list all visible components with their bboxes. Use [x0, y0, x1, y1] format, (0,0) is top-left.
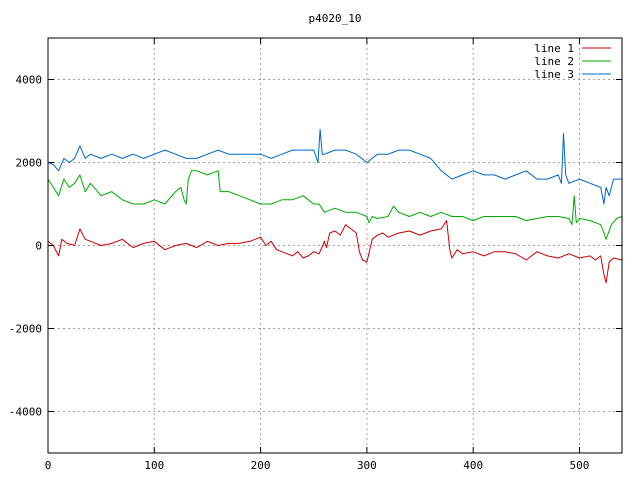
x-tick-label: 200	[251, 459, 271, 472]
y-tick-label: -2000	[9, 323, 42, 336]
series-line-1	[47, 220, 623, 284]
axis-ticks: 0 100 200 300 400 500 -4000 -2000 0 2000 4000	[9, 38, 622, 472]
y-tick-label: 2000	[16, 157, 43, 170]
grid	[48, 38, 622, 453]
x-tick-label: 100	[144, 459, 164, 472]
series-line-3	[47, 128, 622, 205]
series-line-2	[47, 170, 623, 240]
x-tick-label: 300	[357, 459, 377, 472]
legend-label-2: line 2	[534, 55, 574, 68]
chart-title: p4020_10	[309, 12, 362, 25]
legend-label-1: line 1	[534, 42, 574, 55]
x-tick-label: 400	[463, 459, 483, 472]
x-tick-label: 0	[45, 459, 52, 472]
plot-frame	[47, 37, 623, 454]
legend-label-3: line 3	[534, 68, 574, 81]
y-tick-label: 0	[35, 240, 42, 253]
x-tick-label: 500	[570, 459, 590, 472]
series-lines	[47, 128, 623, 284]
y-tick-label: 4000	[16, 74, 43, 87]
y-tick-label: -4000	[9, 406, 42, 419]
